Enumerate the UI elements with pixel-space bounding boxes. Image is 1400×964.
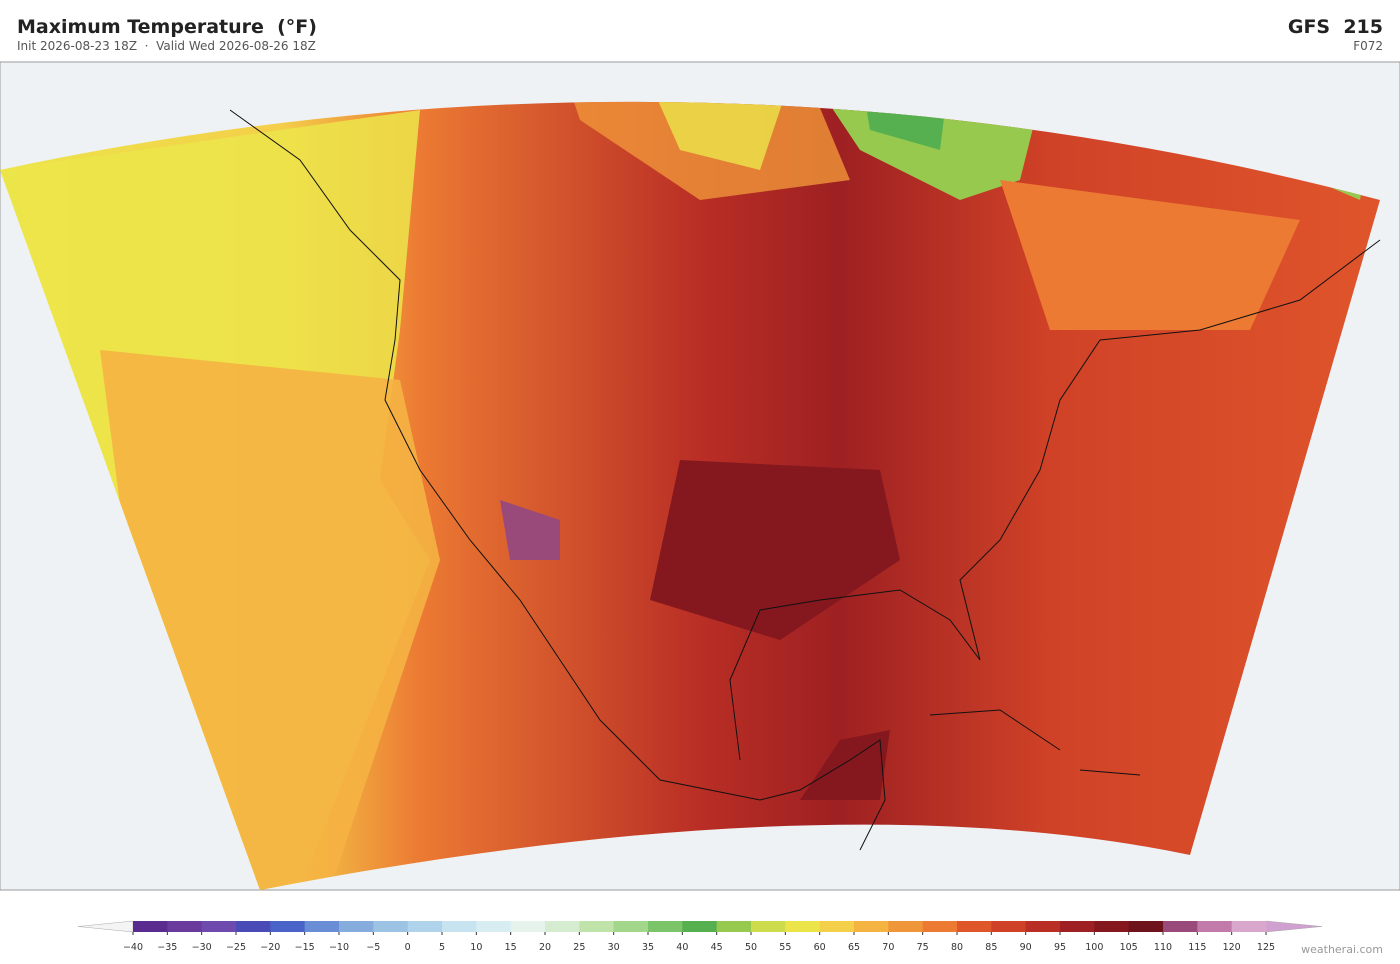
- colorbar-bin: [1231, 921, 1267, 932]
- colorbar-tick-label: 85: [985, 942, 997, 953]
- colorbar-bin: [407, 921, 443, 932]
- colorbar-tick-label: 60: [814, 942, 826, 953]
- colorbar-bin: [201, 921, 237, 932]
- colorbar-tick-label: −40: [123, 942, 143, 953]
- colorbar-tick-label: 120: [1223, 942, 1241, 953]
- colorbar-bin: [476, 921, 512, 932]
- colorbar-bin: [1128, 921, 1164, 932]
- colorbar-tick-label: 115: [1188, 942, 1206, 953]
- colorbar-bin: [133, 921, 168, 932]
- colorbar-tick-label: 95: [1054, 942, 1066, 953]
- colorbar-bin: [922, 921, 958, 932]
- model: GFS 215: [1287, 16, 1383, 38]
- colorbar-tick-label: −35: [157, 942, 177, 953]
- colorbar-bin: [1094, 921, 1130, 932]
- colorbar-tick-label: 75: [917, 942, 929, 953]
- colorbar-tick-label: 25: [573, 942, 585, 953]
- colorbar-under: [77, 920, 134, 933]
- colorbar-tick-label: −30: [192, 942, 212, 953]
- credit: weatherai.com: [1301, 943, 1383, 956]
- colorbar-tick-label: −20: [260, 942, 280, 953]
- colorbar-bin: [957, 921, 992, 932]
- colorbar-tick-label: 100: [1085, 942, 1103, 953]
- colorbar-bin: [270, 921, 306, 932]
- colorbar-tick-label: 50: [745, 942, 757, 953]
- colorbar-tick-label: −10: [329, 942, 349, 953]
- colorbar-tick-label: 65: [848, 942, 860, 953]
- colorbar-bin: [373, 921, 409, 932]
- colorbar-tick-label: 10: [470, 942, 482, 953]
- colorbar-bin: [1025, 921, 1061, 932]
- subtitle: Init 2026-08-23 18Z · Valid Wed 2026-08-…: [17, 39, 316, 53]
- colorbar-tick-label: 90: [1020, 942, 1032, 953]
- colorbar-bin: [236, 921, 271, 932]
- colorbar-over: [1265, 920, 1323, 933]
- colorbar-tick-label: 105: [1120, 942, 1138, 953]
- title: Maximum Temperature (°F): [17, 16, 317, 38]
- colorbar-tick-label: −25: [226, 942, 246, 953]
- colorbar-bin: [1197, 921, 1233, 932]
- colorbar-bin: [304, 921, 340, 932]
- colorbar-bin: [716, 921, 752, 932]
- colorbar-tick-label: 15: [505, 942, 517, 953]
- forecast-hour: F072: [1353, 39, 1383, 53]
- colorbar-tick-label: 35: [642, 942, 654, 953]
- colorbar-bin: [613, 921, 649, 932]
- colorbar-tick-label: 20: [539, 942, 551, 953]
- colorbar-bin: [1163, 921, 1198, 932]
- colorbar-bin: [579, 921, 615, 932]
- colorbar-bin: [510, 921, 546, 932]
- colorbar-tick-label: 55: [779, 942, 791, 953]
- colorbar-bin: [991, 921, 1027, 932]
- colorbar-bin: [819, 921, 855, 932]
- colorbar-tick-label: 5: [439, 942, 445, 953]
- colorbar-bin: [545, 921, 580, 932]
- colorbar-bin: [751, 921, 786, 932]
- colorbar-tick-label: 70: [882, 942, 894, 953]
- colorbar-bin: [785, 921, 821, 932]
- colorbar-bin: [1060, 921, 1095, 932]
- colorbar-bin: [888, 921, 924, 932]
- colorbar-tick-label: 125: [1257, 942, 1275, 953]
- colorbar-tick-label: −15: [295, 942, 315, 953]
- colorbar-tick-label: 45: [711, 942, 723, 953]
- colorbar-bin: [682, 921, 718, 932]
- colorbar-bin: [167, 921, 203, 932]
- colorbar-tick-label: 0: [405, 942, 411, 953]
- colorbar-bin: [442, 921, 477, 932]
- colorbar-tick-label: 40: [676, 942, 688, 953]
- colorbar-bin: [339, 921, 374, 932]
- colorbar-bin: [648, 921, 683, 932]
- colorbar-tick-label: 30: [608, 942, 620, 953]
- colorbar-tick-label: 80: [951, 942, 963, 953]
- colorbar-tick-label: −5: [366, 942, 380, 953]
- temperature-field: [0, 101, 1380, 890]
- colorbar-tick-label: 110: [1154, 942, 1172, 953]
- coastlines: [229, 109, 1381, 851]
- colorbar-bin: [854, 921, 889, 932]
